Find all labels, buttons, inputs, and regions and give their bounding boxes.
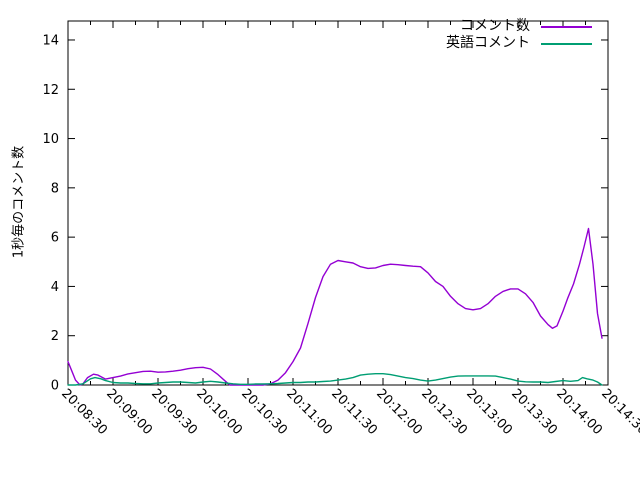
y-tick-label: 0 [51,379,59,394]
legend-swatch-comments [541,26,592,28]
y-axis-title: 1秒毎のコメント数 [11,145,27,259]
legend-label-comments: コメント数 [460,18,530,34]
x-tick-label: 20:12:00 [373,386,425,438]
plot-border [67,20,609,386]
y-tick-label: 14 [42,33,59,48]
x-tick-label: 20:10:30 [238,386,290,438]
x-tick-label: 20:08:30 [58,386,110,438]
legend-swatch-english-comments [541,43,592,45]
legend-label-english-comments: 英語コメント [446,35,530,51]
x-tick-label: 20:11:30 [328,386,380,438]
y-tick-label: 12 [42,83,59,98]
y-tick-label: 8 [51,181,59,196]
x-tick-label: 20:09:00 [103,386,155,438]
x-tick-label: 20:09:30 [148,386,200,438]
y-tick-label: 4 [51,280,59,295]
x-tick-label: 20:13:00 [463,386,515,438]
x-tick-label: 20:14:00 [553,386,605,438]
x-tick-label: 20:12:30 [418,386,470,438]
x-tick-label: 20:13:30 [508,386,560,438]
x-tick-label: 20:11:00 [283,386,335,438]
x-tick-label: 20:10:00 [193,386,245,438]
y-tick-label: 10 [42,132,59,147]
series-line-1 [67,373,603,386]
series-line-0 [67,227,603,386]
x-tick-label: 20:14:30 [598,386,640,438]
y-tick-label: 6 [51,231,59,246]
y-tick-label: 2 [51,329,59,344]
